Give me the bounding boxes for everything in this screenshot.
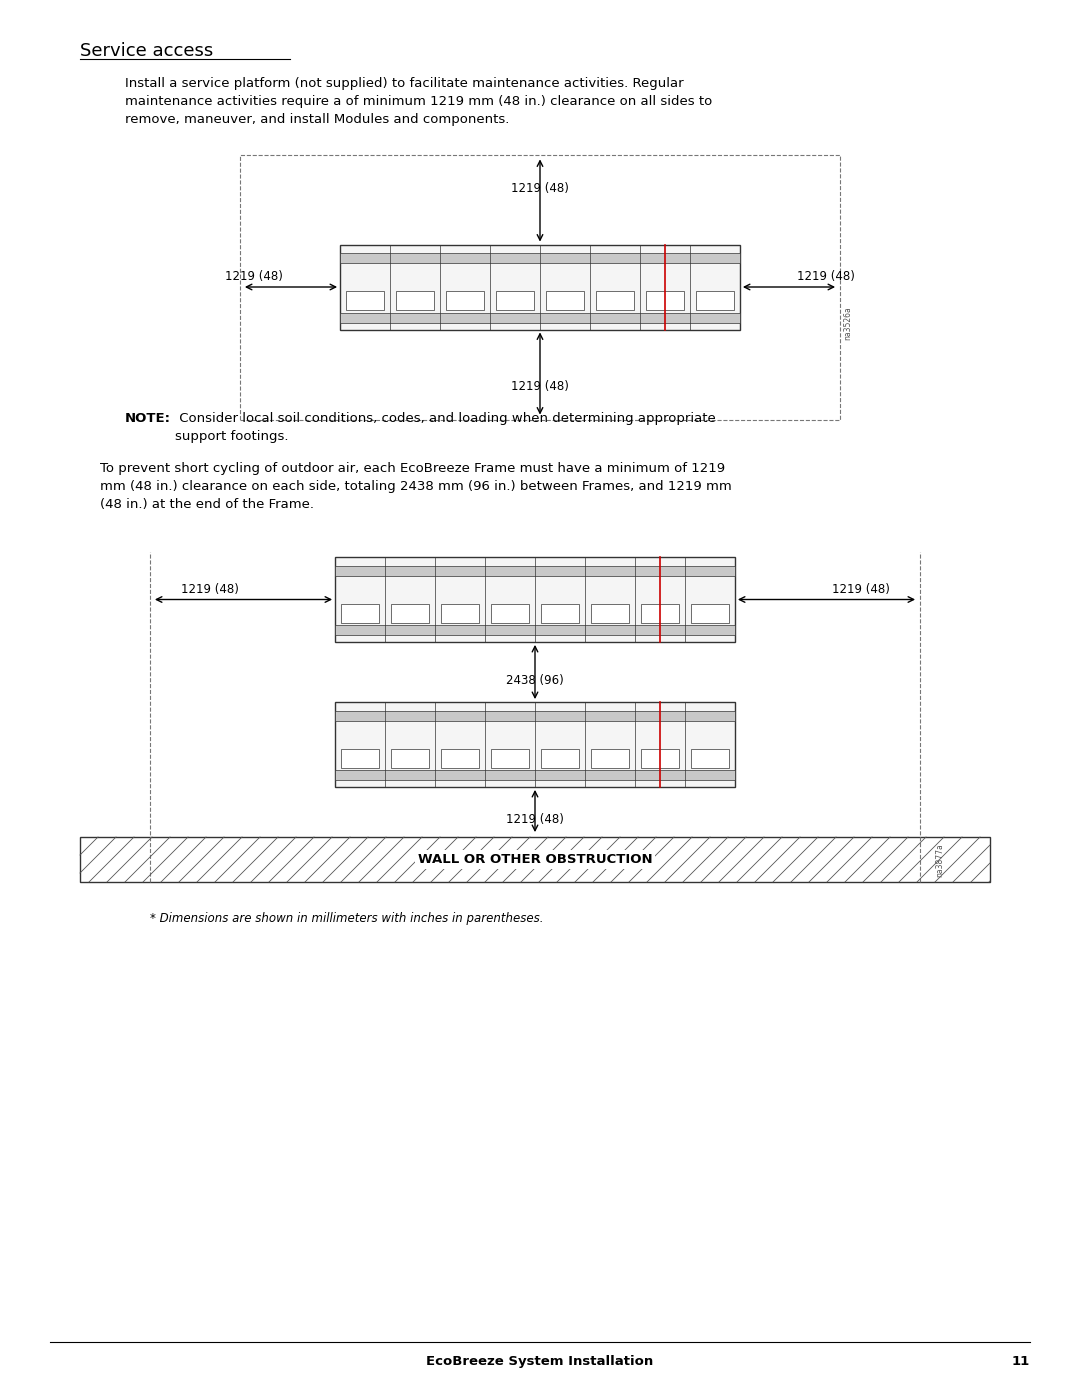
- Bar: [441, 749, 480, 767]
- Text: * Dimensions are shown in millimeters with inches in parentheses.: * Dimensions are shown in millimeters wi…: [150, 912, 543, 925]
- Bar: [335, 703, 735, 787]
- Bar: [541, 604, 579, 623]
- Bar: [391, 749, 429, 767]
- Bar: [546, 292, 584, 310]
- Bar: [541, 749, 579, 767]
- Text: EcoBreeze System Installation: EcoBreeze System Installation: [427, 1355, 653, 1368]
- Bar: [591, 604, 629, 623]
- Bar: [240, 155, 840, 419]
- Text: WALL OR OTHER OBSTRUCTION: WALL OR OTHER OBSTRUCTION: [418, 854, 652, 866]
- Bar: [341, 604, 379, 623]
- Text: NOTE:: NOTE:: [125, 412, 171, 425]
- Bar: [496, 292, 534, 310]
- Text: 2438 (96): 2438 (96): [507, 673, 564, 687]
- Text: 1219 (48): 1219 (48): [511, 380, 569, 393]
- Bar: [491, 604, 529, 623]
- Bar: [691, 604, 729, 623]
- Text: 1219 (48): 1219 (48): [511, 182, 569, 194]
- Bar: [340, 313, 740, 323]
- Bar: [446, 292, 484, 310]
- Bar: [335, 711, 735, 721]
- Bar: [340, 253, 740, 263]
- Bar: [596, 292, 634, 310]
- Text: 1219 (48): 1219 (48): [832, 583, 889, 595]
- Bar: [335, 624, 735, 636]
- Text: 1219 (48): 1219 (48): [797, 270, 855, 284]
- Text: 1219 (48): 1219 (48): [507, 813, 564, 826]
- Bar: [691, 749, 729, 767]
- Bar: [642, 604, 679, 623]
- Text: na3526a: na3526a: [843, 306, 852, 339]
- Text: Install a service platform (not supplied) to facilitate maintenance activities. : Install a service platform (not supplied…: [125, 77, 712, 126]
- Bar: [491, 749, 529, 767]
- Bar: [335, 566, 735, 576]
- Bar: [591, 749, 629, 767]
- Text: 1219 (48): 1219 (48): [180, 583, 239, 595]
- Text: na3877a: na3877a: [935, 844, 944, 877]
- Bar: [391, 604, 429, 623]
- Text: To prevent short cycling of outdoor air, each EcoBreeze Frame must have a minimu: To prevent short cycling of outdoor air,…: [100, 462, 732, 511]
- Text: Service access: Service access: [80, 42, 213, 60]
- Text: 11: 11: [1012, 1355, 1030, 1368]
- Bar: [80, 837, 990, 882]
- Text: 1219 (48): 1219 (48): [225, 270, 283, 284]
- Bar: [335, 557, 735, 643]
- Bar: [646, 292, 684, 310]
- Bar: [346, 292, 384, 310]
- Bar: [341, 749, 379, 767]
- Bar: [441, 604, 480, 623]
- Bar: [340, 244, 740, 330]
- Bar: [696, 292, 734, 310]
- Bar: [335, 770, 735, 780]
- Bar: [396, 292, 434, 310]
- Text: Consider local soil conditions, codes, and loading when determining appropriate
: Consider local soil conditions, codes, a…: [175, 412, 716, 443]
- Bar: [642, 749, 679, 767]
